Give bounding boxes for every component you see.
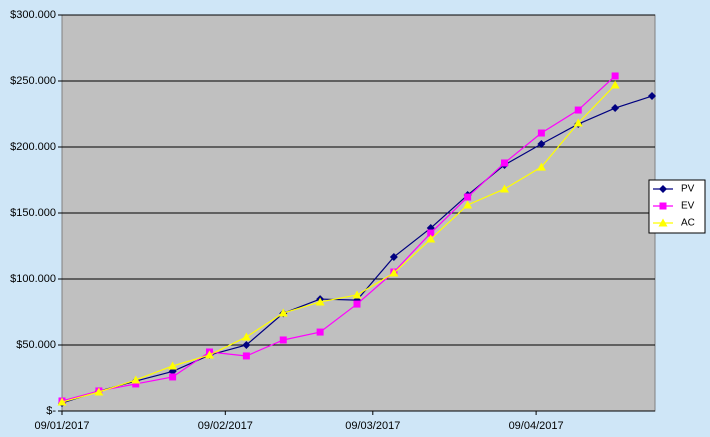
legend-marker — [658, 218, 668, 227]
marker — [205, 350, 214, 359]
marker — [57, 397, 67, 406]
marker — [464, 193, 472, 201]
marker — [242, 352, 250, 360]
marker — [574, 106, 582, 114]
y-tick-label: $50.000 — [16, 339, 56, 351]
marker — [279, 336, 287, 344]
marker — [242, 341, 251, 349]
legend-label: EV — [681, 201, 695, 212]
marker — [353, 300, 361, 308]
marker — [426, 234, 436, 243]
y-tick-label: $300.000 — [10, 9, 56, 21]
y-tick-label: $250.000 — [10, 75, 56, 87]
marker — [169, 373, 177, 381]
marker — [648, 92, 656, 101]
marker — [427, 229, 435, 237]
marker — [537, 129, 545, 137]
y-tick-label: $- — [46, 405, 56, 417]
marker — [500, 184, 509, 193]
legend-label: AC — [681, 218, 695, 229]
marker — [536, 162, 546, 171]
y-tick-label: $200.000 — [10, 141, 56, 153]
marker — [94, 387, 104, 396]
series-line — [61, 84, 616, 403]
x-tick-label: 09/04/2017 — [509, 420, 564, 432]
y-tick-label: $100.000 — [10, 273, 56, 285]
marker — [611, 72, 619, 80]
marker — [315, 297, 325, 306]
marker — [463, 200, 473, 209]
x-tick-label: 09/03/2017 — [345, 420, 400, 432]
y-tick-label: $150.000 — [10, 207, 56, 219]
marker — [352, 290, 362, 299]
marker — [501, 159, 508, 167]
marker — [389, 252, 398, 261]
marker — [241, 332, 251, 341]
marker — [537, 139, 546, 148]
x-tick-label: 09/02/2017 — [198, 420, 253, 432]
legend-marker — [659, 202, 667, 210]
marker — [573, 118, 583, 127]
marker — [611, 104, 620, 113]
marker — [278, 308, 288, 317]
marker — [168, 361, 178, 370]
marker — [610, 80, 620, 89]
marker — [389, 268, 399, 277]
legend-marker — [659, 185, 667, 193]
series-line — [61, 75, 616, 402]
x-tick-label: 09/01/2017 — [34, 420, 89, 432]
marker — [316, 328, 324, 336]
legend-label: PV — [681, 184, 695, 195]
marker — [132, 380, 140, 388]
marker — [131, 375, 141, 384]
